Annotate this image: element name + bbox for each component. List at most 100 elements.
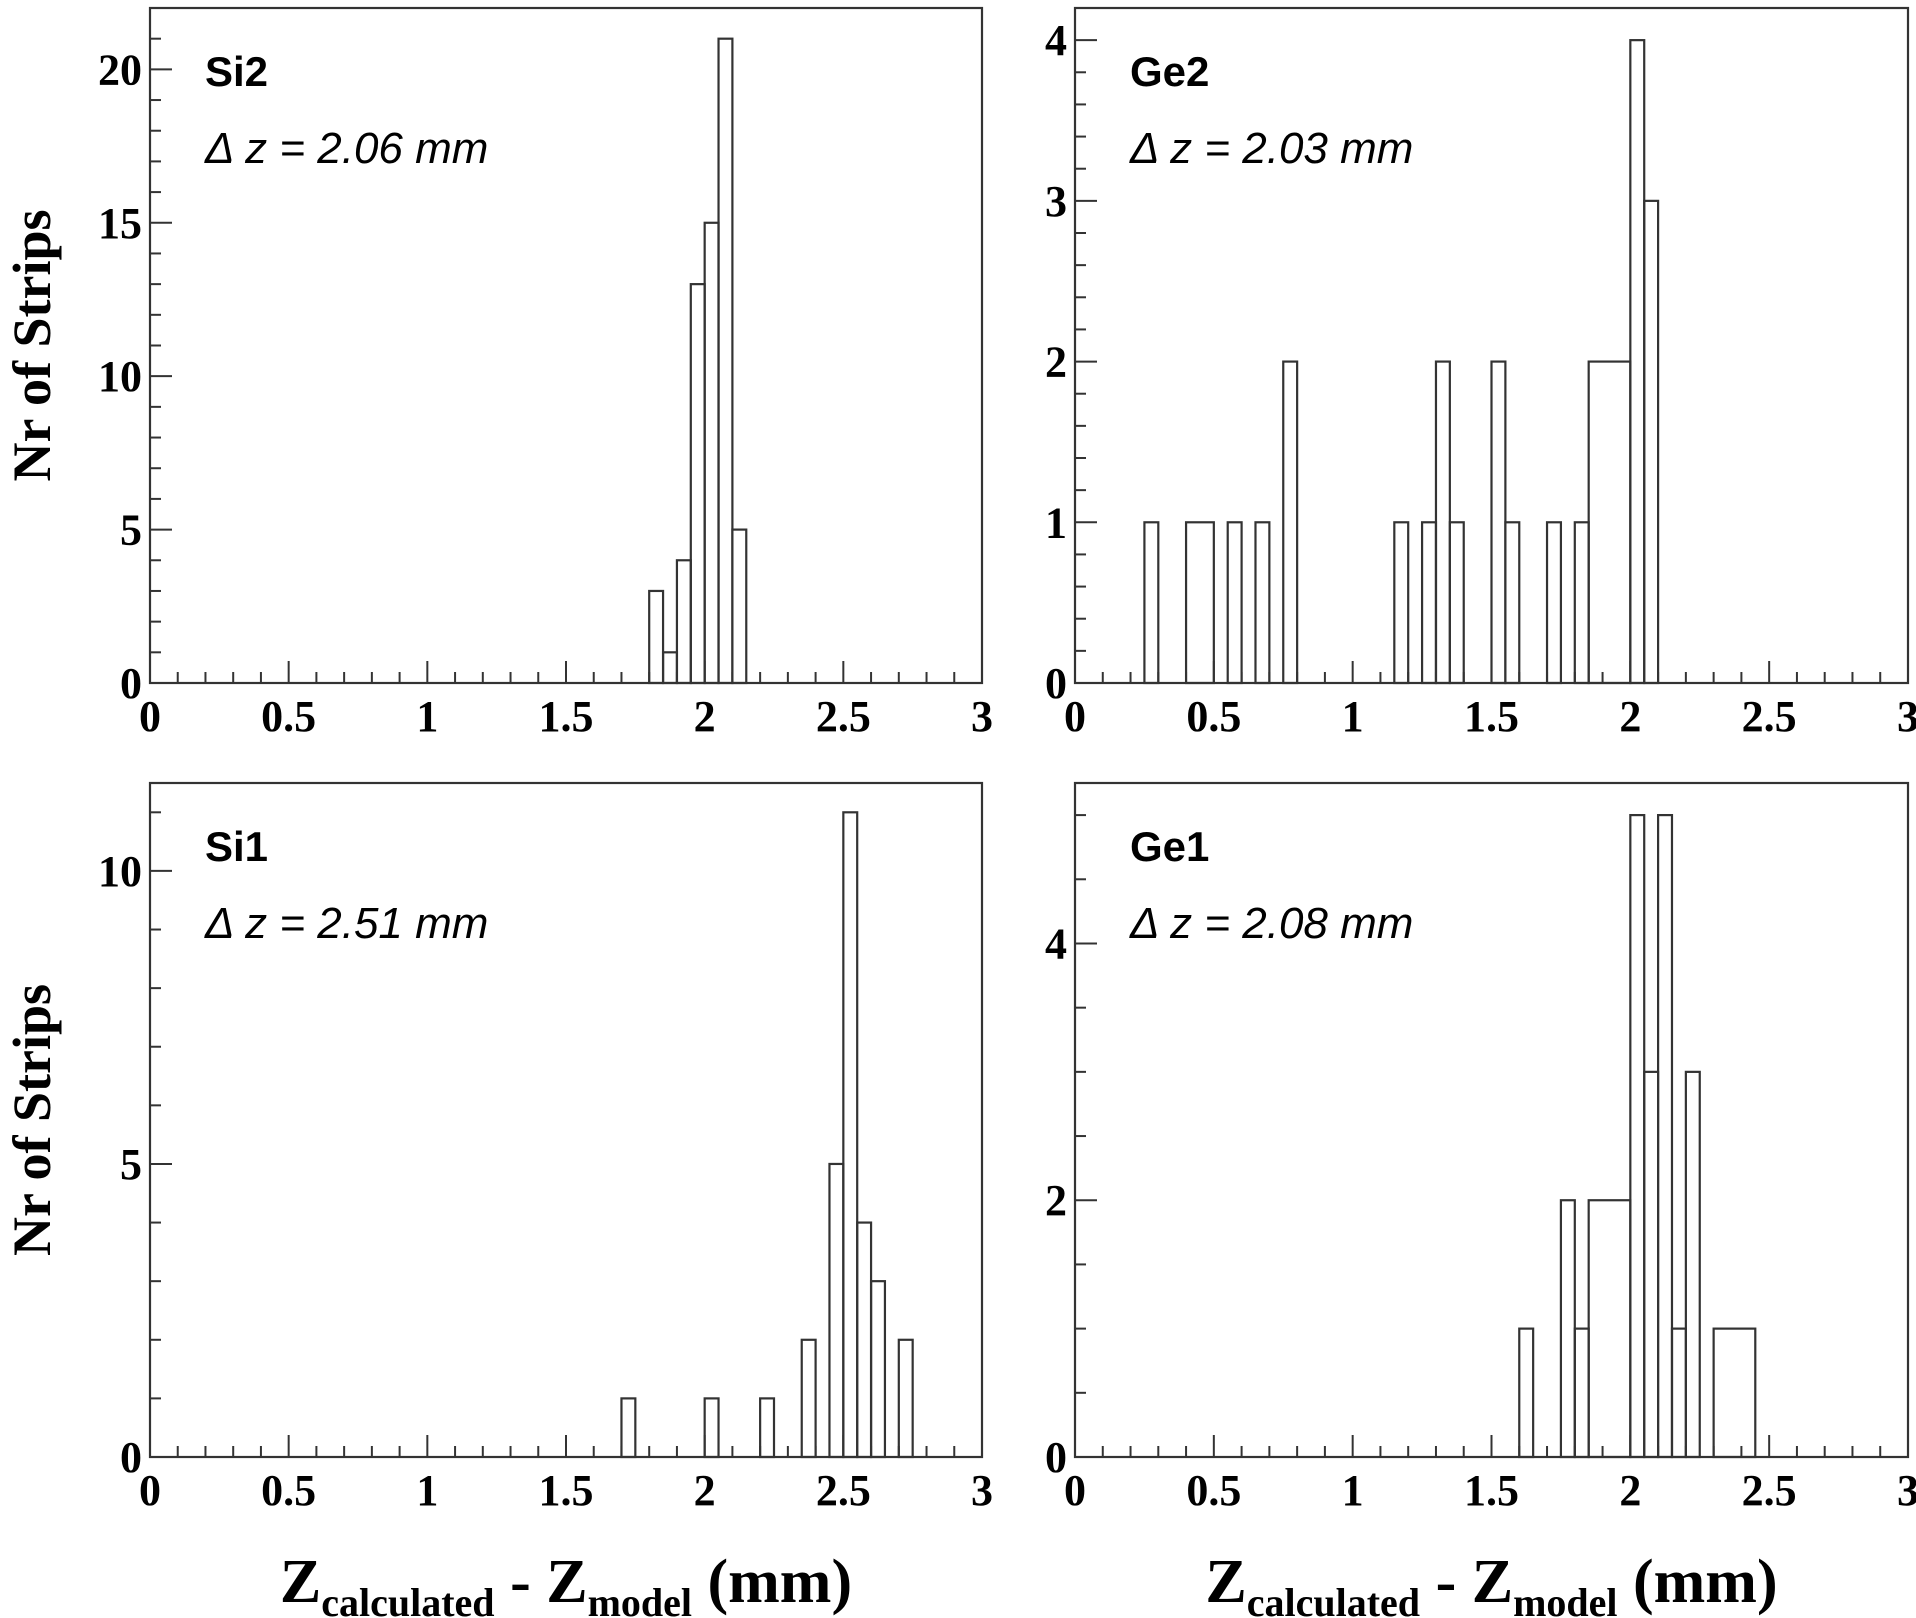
histogram-bin [1504,521,1521,685]
x-tick-label: 3 [1897,1466,1916,1515]
x-axis-label: Zcalculated - Zmodel (mm) [280,1548,852,1618]
x-tick-label: 2 [694,1466,716,1515]
delta-z-annotation: Δ z = 2.06 mm [204,124,488,173]
y-tick-label: 15 [98,199,142,248]
x-tick-label: 2.5 [816,692,871,741]
x-tick-label: 1.5 [539,692,594,741]
delta-z-annotation: Δ z = 2.03 mm [1129,124,1413,173]
y-tick-label: 1 [1045,498,1067,547]
histogram-bin [648,589,665,685]
chart-panel-ge2: 0 0.5 1 1.5 2 2.5 3 0 1 2 3 4 Ge2 Δ z = 2.03 mm [1045,6,1916,741]
histogram-bin [1684,1070,1701,1459]
histogram-bin [897,1338,914,1459]
y-tick-label: 20 [98,45,142,94]
x-tick-label: 1 [1342,692,1364,741]
histogram-bin [1559,1199,1576,1459]
histogram-bin [759,1397,776,1459]
histogram-bin [689,283,706,685]
y-tick-label: 5 [120,1140,142,1189]
histogram-bin [1670,1327,1687,1459]
histogram-bin [1545,521,1563,685]
y-tick-label: 4 [1045,16,1067,65]
panel-name: Si1 [205,823,268,870]
x-tick-label: 3 [1897,692,1916,741]
histogram-bin [1587,360,1632,685]
x-tick-label: 3 [971,692,993,741]
x-tick-label: 0.5 [1186,1466,1241,1515]
x-tick-label: 1.5 [1464,692,1519,741]
plot-frame [1073,781,1910,1459]
y-tick-label: 0 [1045,1433,1067,1482]
x-tick-label: 0 [1064,692,1086,741]
panel-name: Si2 [205,48,268,95]
panel-name: Ge2 [1130,48,1209,95]
chart-panel-si1: 0 0.5 1 1.5 2 2.5 3 0 5 10 Si1 Δ z = 2.51 mm Nr of S… [2,781,993,1618]
x-tick-label: 0.5 [261,1466,316,1515]
histogram-bin [1490,360,1507,685]
histogram-bin [1434,360,1451,685]
histogram-bin [1573,521,1590,685]
histogram-bin [1254,521,1271,685]
y-tick-label: 10 [98,352,142,401]
histogram-bin [1226,521,1243,685]
histogram-bin [1518,1327,1535,1459]
histogram-bin [1629,39,1646,685]
x-tick-label: 1 [416,1466,438,1515]
histogram-bin [800,1338,817,1459]
histogram-bin [703,221,720,685]
histogram-bin [1143,521,1160,685]
histogram-bin [1643,1070,1660,1459]
histogram-bin [869,1280,887,1459]
x-tick-label: 1.5 [1464,1466,1519,1515]
y-tick-label: 0 [1045,659,1067,708]
histogram-bin [1282,360,1299,685]
histogram-bin [842,811,859,1459]
histogram-bin [828,1162,845,1459]
y-tick-label: 5 [120,506,142,555]
histogram-bin [703,1397,720,1459]
x-tick-label: 1 [1342,1466,1364,1515]
x-tick-label: 2.5 [1742,692,1797,741]
histogram-bin [1573,1327,1590,1459]
x-tick-label: 0 [139,1466,161,1515]
x-tick-label: 0 [1064,1466,1086,1515]
histogram-bin [856,1221,873,1459]
histogram-bin [1184,521,1215,685]
x-tick-label: 0 [139,692,161,741]
panel-name: Ge1 [1130,823,1209,870]
x-tick-label: 2.5 [816,1466,871,1515]
delta-z-annotation: Δ z = 2.51 mm [204,899,488,948]
histogram-bin [1712,1327,1757,1459]
y-tick-label: 2 [1045,338,1067,387]
histogram-bin [717,37,734,685]
histogram-bin [661,651,679,685]
x-tick-label: 0.5 [261,692,316,741]
histogram-bin [1448,521,1465,685]
histogram-bin [1643,199,1660,685]
histogram-bin [1393,521,1410,685]
histogram-bin [1656,813,1674,1459]
plot-frame [148,6,984,685]
x-axis-label: Zcalculated - Zmodel (mm) [1205,1548,1777,1618]
histogram-bin [731,528,748,685]
y-tick-label: 0 [120,1433,142,1482]
y-axis-label: Nr of Strips [2,209,62,481]
x-tick-label: 1.5 [539,1466,594,1515]
x-tick-label: 0.5 [1186,692,1241,741]
y-tick-label: 0 [120,659,142,708]
histogram-bin [620,1397,637,1459]
y-tick-label: 3 [1045,177,1067,226]
histogram-bin [675,559,692,685]
x-tick-label: 2.5 [1742,1466,1797,1515]
chart-panel-si2: 0 0.5 1 1.5 2 2.5 3 0 5 10 15 20 Si2 Δ z = 2.06 mm Nr … [2,6,993,741]
histogram-bin [1420,521,1438,685]
x-tick-label: 2 [1619,1466,1641,1515]
histogram-bin [1587,1199,1632,1459]
x-tick-label: 2 [694,692,716,741]
histogram-bin [1629,813,1646,1459]
y-tick-label: 4 [1045,919,1067,968]
y-tick-label: 2 [1045,1176,1067,1225]
y-axis-label: Nr of Strips [2,984,62,1256]
delta-z-annotation: Δ z = 2.08 mm [1129,899,1413,948]
